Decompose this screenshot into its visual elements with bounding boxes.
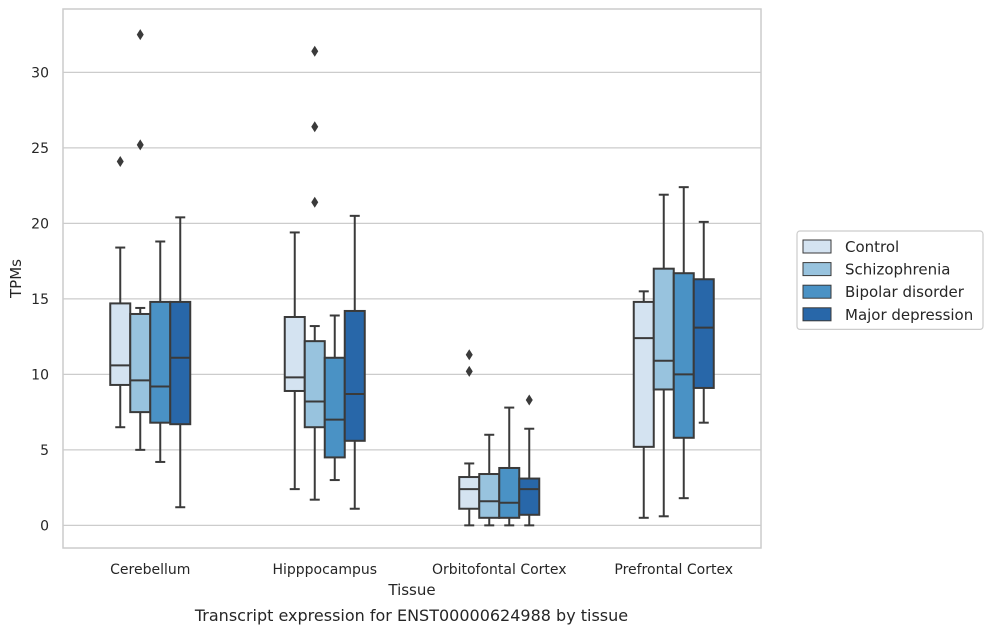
legend-label: Schizophrenia [845,261,950,279]
outlier-point [136,29,144,41]
box-iqr [303,340,326,429]
box-iqr [283,316,306,392]
box-iqr [692,278,715,389]
outlier-point [136,139,144,151]
legend-swatch [802,307,832,322]
y-tick-label: 20 [31,216,49,232]
box-iqr [323,356,346,459]
outlier-point [311,45,319,57]
legend-swatch [802,262,832,277]
box-iqr [518,477,541,516]
box-major-depression-3 [692,220,715,424]
box-control-2 [458,349,481,527]
x-tick-label: Orbitofontal Cortex [432,562,567,578]
box-iqr [498,466,521,519]
legend-item: Major depression [802,306,973,324]
outlier-point [465,365,473,377]
chart-caption: Transcript expression for ENST0000062498… [194,606,629,625]
box-control-0 [109,155,132,429]
x-axis-label: Tissue [387,581,435,599]
box-iqr [652,267,675,391]
box-bipolar-disorder-3 [672,186,695,500]
box-bipolar-disorder-2 [498,406,521,527]
y-tick-label: 15 [31,292,49,308]
y-tick-label: 25 [31,141,49,157]
legend-item: Control [802,238,899,256]
box-iqr [169,300,192,426]
y-tick-label: 10 [31,367,49,383]
box-bipolar-disorder-1 [323,314,346,482]
outlier-point [311,121,319,133]
box-iqr [149,300,172,424]
y-tick-labels: 0 5 10 15 20 25 30 [31,65,49,534]
x-tick-labels: Cerebellum Hipppocampus Orbitofontal Corte… [110,562,733,578]
box-iqr [672,272,695,439]
legend: Control Schizophrenia Bipolar disorder Majo… [796,230,984,331]
x-tick-label: Cerebellum [110,562,190,578]
x-tick-label: Hipppocampus [272,562,377,578]
box-schizophrenia-1 [303,45,326,501]
x-tick-label: Prefrontal Cortex [614,562,733,578]
outlier-point [465,349,473,361]
boxes [109,29,715,527]
box-bipolar-disorder-0 [149,240,172,463]
y-tick-label: 30 [31,65,49,81]
box-control-3 [632,290,655,519]
box-major-depression-1 [343,214,366,510]
outlier-point [525,394,533,406]
legend-frame [796,230,984,331]
legend-label: Major depression [845,306,973,324]
legend-label: Bipolar disorder [845,283,965,301]
box-major-depression-0 [169,216,192,509]
legend-item: Schizophrenia [802,261,950,279]
box-iqr [632,300,655,448]
box-iqr [109,302,132,386]
legend-label: Control [845,238,899,256]
legend-swatch [802,239,832,254]
box-schizophrenia-3 [652,193,675,518]
box-iqr [129,312,152,414]
box-iqr [478,473,501,519]
outlier-point [116,155,124,167]
box-iqr [458,476,481,510]
box-schizophrenia-0 [129,29,152,451]
plot-frame [62,8,762,549]
y-tick-label: 0 [40,518,49,534]
box-schizophrenia-2 [478,433,501,527]
box-control-1 [283,231,306,491]
legend-swatch [802,284,832,299]
box-major-depression-2 [518,394,541,527]
legend-item: Bipolar disorder [802,283,965,301]
outlier-point [311,196,319,208]
y-axis-label: TPMs [7,259,25,299]
box-iqr [343,309,366,442]
y-tick-label: 5 [40,443,49,459]
